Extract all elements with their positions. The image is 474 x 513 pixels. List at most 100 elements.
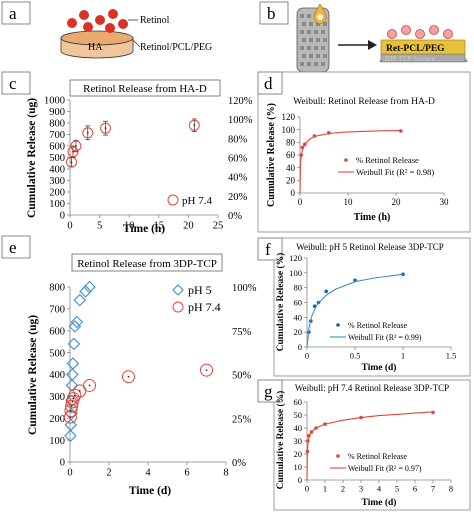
retinol-particle bbox=[118, 19, 128, 29]
data-point bbox=[65, 379, 79, 392]
series-0 bbox=[64, 280, 96, 443]
data-point-center bbox=[205, 369, 208, 372]
legend-label: % Retinol Release bbox=[356, 155, 419, 165]
fit-line bbox=[306, 273, 404, 348]
x-tick-label: 0 bbox=[305, 484, 309, 494]
data-point-center bbox=[193, 124, 196, 127]
y-tick-label: 700 bbox=[49, 305, 65, 316]
legend-label: Weibull Fit (R² = 0.98) bbox=[356, 167, 434, 177]
chart-d: Weibull: Retinol Release from HA-D 0 10 20 3… bbox=[266, 96, 449, 223]
x-tick-label: 15 bbox=[154, 221, 165, 232]
scaffold-pore bbox=[316, 38, 320, 42]
label-retinol: Retinol bbox=[140, 15, 170, 26]
y-axis-label: Cumulative Release (ug) bbox=[26, 98, 38, 218]
arrow-head-icon bbox=[368, 40, 377, 50]
scaffold-pore bbox=[300, 46, 304, 50]
scaffold-pore bbox=[307, 46, 311, 50]
legend-marker bbox=[344, 158, 348, 162]
y2-tick-label: 0% bbox=[232, 458, 246, 469]
chart-g: Weibull: pH 7.4 Retinol Release 3DP-TCP 0… bbox=[275, 383, 453, 508]
data-point bbox=[64, 418, 78, 432]
data-point bbox=[68, 320, 82, 333]
retinol-particle bbox=[108, 9, 118, 19]
scaffold-pore bbox=[323, 38, 327, 42]
y-tick-label: 60 bbox=[294, 297, 303, 307]
scaffold-pore bbox=[316, 22, 320, 26]
y-axis-label: Cumulative Release (ug) bbox=[27, 315, 39, 435]
y-tick-label: 20 bbox=[294, 449, 303, 459]
fit-line bbox=[299, 130, 401, 194]
x-tick-label: 0 bbox=[67, 468, 72, 479]
x-tick-label: 8 bbox=[449, 484, 453, 494]
y-tick-label: 120 bbox=[282, 112, 296, 122]
y-tick-label: 10 bbox=[294, 462, 303, 472]
panel-e-letter-box bbox=[1, 235, 31, 259]
y2-tick-label: 50% bbox=[232, 371, 252, 382]
y-axis-label: Cumulative Release (%) bbox=[275, 253, 286, 352]
scaffold-pore bbox=[300, 30, 304, 34]
scaffold-pore bbox=[321, 30, 325, 34]
retinol-particle bbox=[443, 29, 453, 39]
data-point bbox=[188, 119, 200, 131]
x-axis-label: Time (d) bbox=[129, 485, 171, 497]
data-point-center bbox=[104, 127, 107, 130]
y2-tick-label: 60% bbox=[228, 154, 248, 165]
legend-label: % Retinol Release bbox=[348, 321, 408, 330]
legend-label: pH 7.4 bbox=[188, 300, 221, 314]
data-point bbox=[64, 429, 77, 443]
scaffold-pore bbox=[314, 30, 318, 34]
legend-d: % Retinol Release Weibull Fit (R² = 0.98) bbox=[338, 155, 434, 177]
legend-c: pH 7.4 bbox=[167, 194, 212, 207]
x-tick-label: 0 bbox=[298, 197, 303, 207]
x-tick-label: 20 bbox=[183, 221, 194, 232]
x-tick-label: 0 bbox=[305, 351, 309, 361]
y-tick-label: 80 bbox=[294, 283, 303, 293]
panel-d-letter-box bbox=[257, 71, 283, 95]
data-point bbox=[73, 384, 87, 398]
y2-tick-label: 40% bbox=[228, 173, 248, 184]
y-tick-label: 300 bbox=[49, 176, 65, 187]
scaffold-pore bbox=[302, 22, 306, 26]
series-1 bbox=[299, 130, 401, 194]
scaffold-pore bbox=[309, 54, 313, 58]
y-tick-label: 400 bbox=[49, 165, 65, 176]
scaffold-pore bbox=[300, 62, 304, 66]
y-tick-label: 20 bbox=[294, 327, 303, 337]
y-tick-label: 40 bbox=[294, 423, 303, 433]
panel-a-letter-box bbox=[1, 1, 31, 25]
retinol-particle bbox=[79, 10, 89, 20]
y-tick-label: 800 bbox=[49, 283, 65, 294]
x-tick-label: 0 bbox=[67, 221, 72, 232]
retinol-particle bbox=[95, 15, 105, 25]
series-1 bbox=[63, 363, 213, 424]
legend-marker bbox=[167, 194, 179, 206]
x-tick-label: 3 bbox=[359, 484, 363, 494]
x-tick-label: 5 bbox=[97, 221, 102, 232]
legend-label: pH 5 bbox=[188, 283, 212, 297]
chart-title: Retinol Release from HA-D bbox=[83, 83, 207, 95]
data-point bbox=[79, 285, 92, 298]
label-coating-b: Ret-PCL/PEG bbox=[386, 44, 445, 54]
data-point bbox=[66, 357, 80, 370]
legend-marker bbox=[336, 323, 340, 327]
data-point bbox=[67, 337, 81, 351]
y-tick-label: 100 bbox=[49, 199, 65, 210]
panel-a-letter: a bbox=[9, 4, 17, 23]
chart-e: Retinol Release from 3DP-TCP 0 2 4 6 8 0 100 200… bbox=[27, 253, 257, 497]
x-tick-label: 7 bbox=[431, 484, 435, 494]
data-point-center bbox=[72, 397, 75, 400]
chart-title: Weibull: Retinol Release from HA-D bbox=[293, 96, 435, 107]
y-tick-label: 40 bbox=[294, 312, 303, 322]
data-point-center bbox=[127, 375, 130, 378]
legend-label: pH 7.4 bbox=[182, 195, 212, 207]
data-point bbox=[200, 363, 213, 377]
y-tick-label: 300 bbox=[49, 392, 65, 403]
y2-tick-label: 120% bbox=[228, 96, 253, 107]
panel-b-letter: b bbox=[267, 4, 276, 23]
legend-e: pH 5 pH 7.4 bbox=[172, 283, 221, 314]
scaffold-pore bbox=[300, 14, 304, 18]
x-tick-label: 4 bbox=[145, 468, 151, 479]
retinol-particle bbox=[67, 18, 77, 28]
y-tick-label: 120 bbox=[289, 253, 302, 263]
